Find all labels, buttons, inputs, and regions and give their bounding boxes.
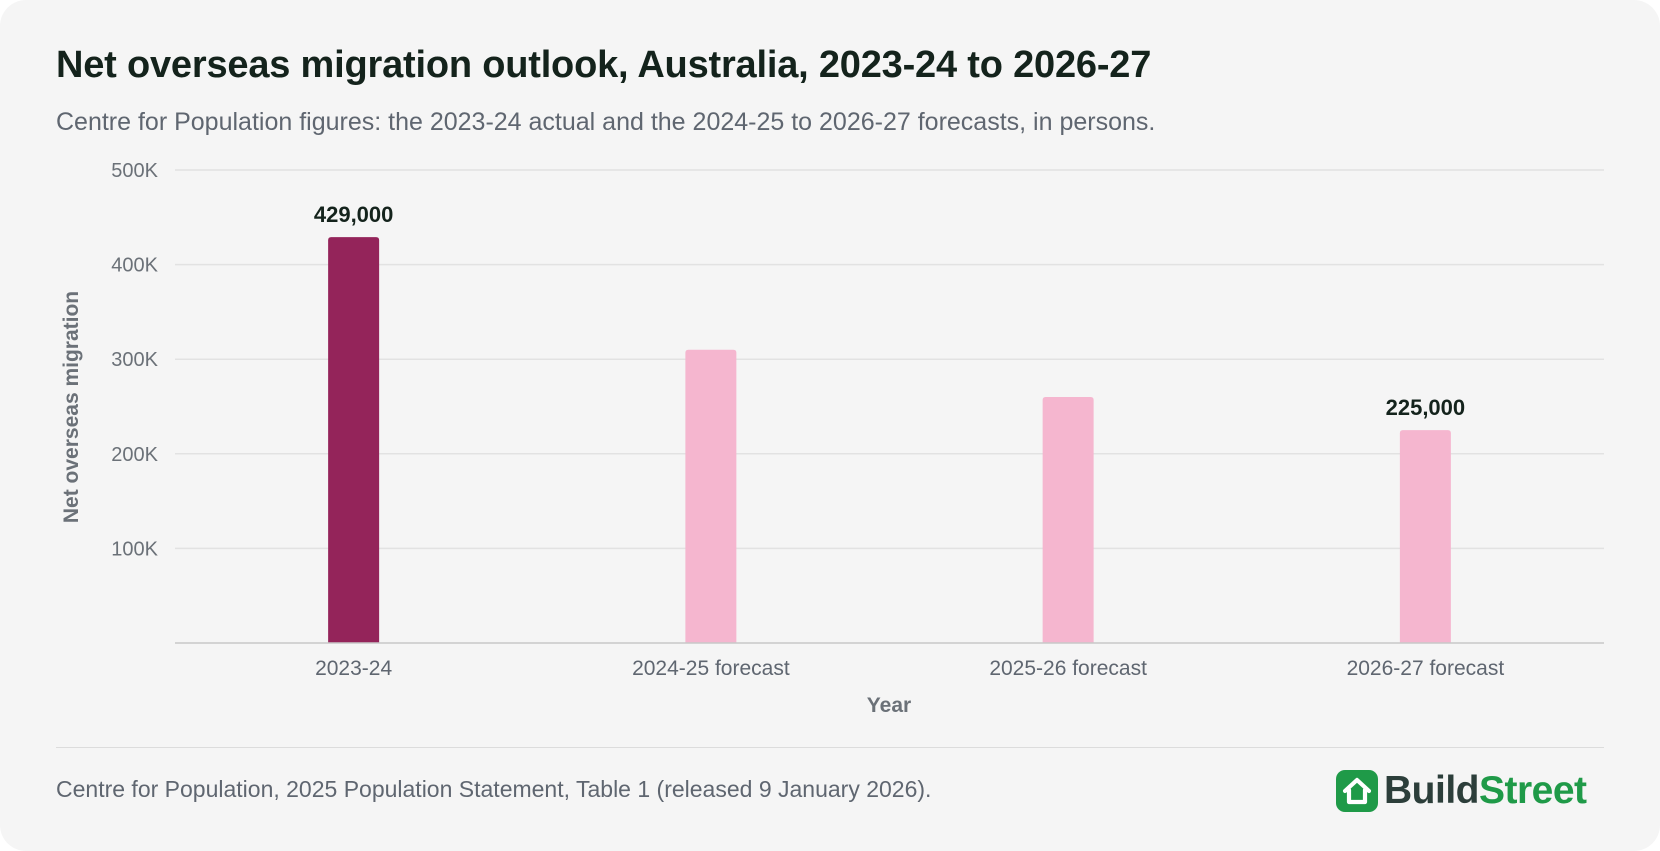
x-tick-label: 2025-26 forecast: [989, 657, 1147, 680]
buildstreet-logo: BuildStreet: [1336, 768, 1587, 814]
logo-wordmark-build: Build: [1384, 769, 1479, 812]
y-axis-title: Net overseas migration: [60, 291, 83, 523]
data-label: 225,000: [1386, 395, 1466, 420]
gridlines: [175, 169, 1604, 550]
chart-title: Net overseas migration outlook, Australi…: [56, 44, 1152, 86]
source-note: Centre for Population, 2025 Population S…: [56, 776, 932, 802]
x-tick-label: 2024-25 forecast: [632, 657, 790, 680]
bars: [328, 237, 1451, 643]
x-axis-title: Year: [867, 694, 911, 717]
chart-subtitle: Centre for Population figures: the 2023-…: [56, 108, 1156, 136]
footer-divider: [56, 747, 1604, 748]
y-axis-ticks: 100K 200K 300K 400K 500K: [111, 160, 158, 560]
bar: [328, 237, 380, 643]
data-labels: 429,000 225,000: [314, 202, 1465, 420]
x-tick-label: 2026-27 forecast: [1347, 657, 1505, 680]
y-tick-label: 500K: [111, 160, 158, 182]
bar: [685, 349, 737, 643]
bar: [1399, 430, 1451, 643]
y-tick-label: 100K: [111, 538, 158, 560]
y-tick-label: 300K: [111, 349, 158, 371]
logo-wordmark-street: Street: [1478, 769, 1587, 812]
x-axis-ticks: 2023-24 2024-25 forecast 2025-26 forecast 2…: [315, 657, 1504, 680]
x-tick-label: 2023-24: [315, 657, 392, 680]
y-tick-label: 200K: [111, 444, 158, 466]
y-tick-label: 400K: [111, 255, 158, 277]
logo-wordmark: BuildStreet: [1384, 768, 1587, 814]
house-icon: [1336, 770, 1378, 812]
data-label: 429,000: [314, 202, 394, 227]
bar: [1042, 397, 1094, 643]
